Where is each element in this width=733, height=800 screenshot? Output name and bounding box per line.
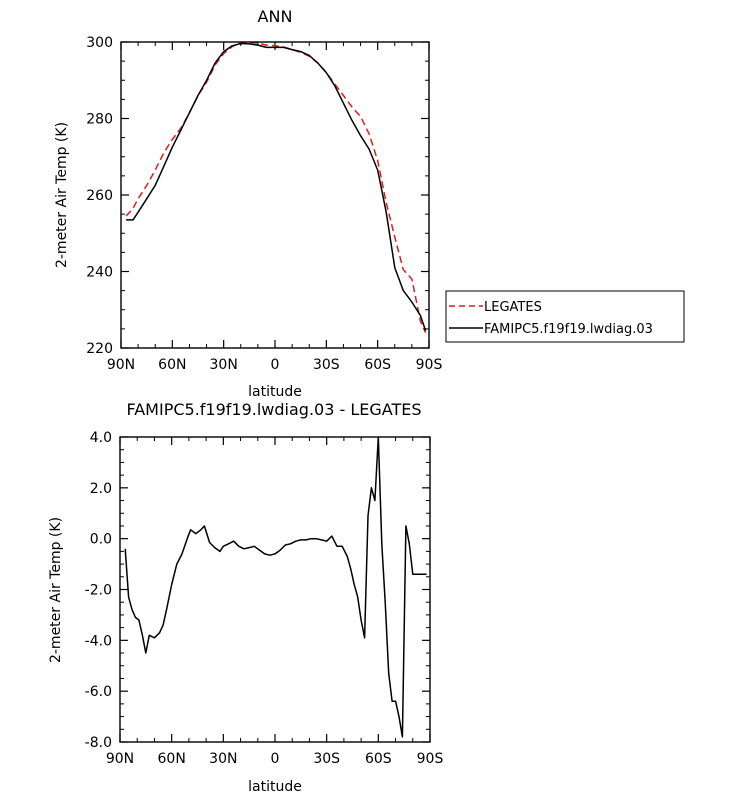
top-x-tick-label: 90N xyxy=(107,357,135,373)
top-y-tick-label: 280 xyxy=(86,112,113,128)
top-panel: ANN 2-meter Air Temp (K) 220 240 260 280 300… xyxy=(54,7,685,400)
top-x-tick-label: 60S xyxy=(364,357,391,373)
bottom-x-axis-label: latitude xyxy=(248,779,302,795)
bottom-x-axis: 90N 60N 30N 0 30S 60S 90S xyxy=(106,437,444,767)
bottom-plot-frame xyxy=(119,436,431,743)
bottom-y-tick-label: 0.0 xyxy=(90,532,112,548)
top-y-tick-label: 300 xyxy=(86,35,113,51)
top-x-axis-label: latitude xyxy=(248,384,302,400)
top-y-tick-label: 220 xyxy=(86,341,113,357)
bottom-panel-title: FAMIPC5.f19f19.lwdiag.03 - LEGATES xyxy=(126,400,421,419)
legend-box xyxy=(445,290,685,343)
top-y-tick-label: 260 xyxy=(86,188,113,204)
bottom-y-tick-label: -2.0 xyxy=(85,583,112,599)
legend-label-model: FAMIPC5.f19f19.lwdiag.03 xyxy=(484,322,653,337)
top-y-tick-label: 240 xyxy=(86,265,113,281)
top-series-line-1 xyxy=(126,42,427,332)
bottom-y-axis: -8.0 -6.0 -4.0 -2.0 0.0 2.0 4.0 xyxy=(85,430,430,751)
bottom-x-tick-label: 30S xyxy=(313,751,340,767)
bottom-x-tick-label: 30N xyxy=(209,751,237,767)
bottom-y-tick-label: 2.0 xyxy=(90,481,112,497)
top-plot-frame xyxy=(120,41,430,349)
bottom-x-tick-label: 90S xyxy=(417,751,444,767)
bottom-x-tick-label: 60N xyxy=(158,751,186,767)
top-plot-lines xyxy=(125,41,427,334)
top-series-line-0 xyxy=(125,41,427,334)
legend: LEGATES FAMIPC5.f19f19.lwdiag.03 xyxy=(445,290,685,343)
legend-label-legates: LEGATES xyxy=(484,300,542,315)
top-x-axis: 90N 60N 30N 0 30S 60S 90S xyxy=(107,42,443,373)
top-x-tick-label: 30S xyxy=(313,357,340,373)
bottom-panel: FAMIPC5.f19f19.lwdiag.03 - LEGATES 2-met… xyxy=(48,400,443,795)
top-y-axis: 220 240 260 280 300 xyxy=(86,35,429,357)
bottom-y-tick-label: -4.0 xyxy=(85,633,112,649)
top-x-tick-label: 30N xyxy=(210,357,238,373)
top-y-axis-label: 2-meter Air Temp (K) xyxy=(54,122,70,268)
bottom-y-tick-label: -6.0 xyxy=(85,684,112,700)
bottom-x-tick-label: 60S xyxy=(365,751,392,767)
top-x-tick-label: 0 xyxy=(271,357,280,373)
bottom-y-axis-label: 2-meter Air Temp (K) xyxy=(48,517,64,663)
top-x-tick-label: 90S xyxy=(416,357,443,373)
bottom-y-tick-label: -8.0 xyxy=(85,735,112,751)
top-x-tick-label: 60N xyxy=(158,357,186,373)
bottom-series-line-0 xyxy=(124,436,427,738)
bottom-plot-lines xyxy=(124,436,427,738)
bottom-x-tick-label: 90N xyxy=(106,751,134,767)
bottom-y-tick-label: 4.0 xyxy=(90,430,112,446)
bottom-x-tick-label: 0 xyxy=(271,751,280,767)
top-panel-title: ANN xyxy=(258,7,293,26)
